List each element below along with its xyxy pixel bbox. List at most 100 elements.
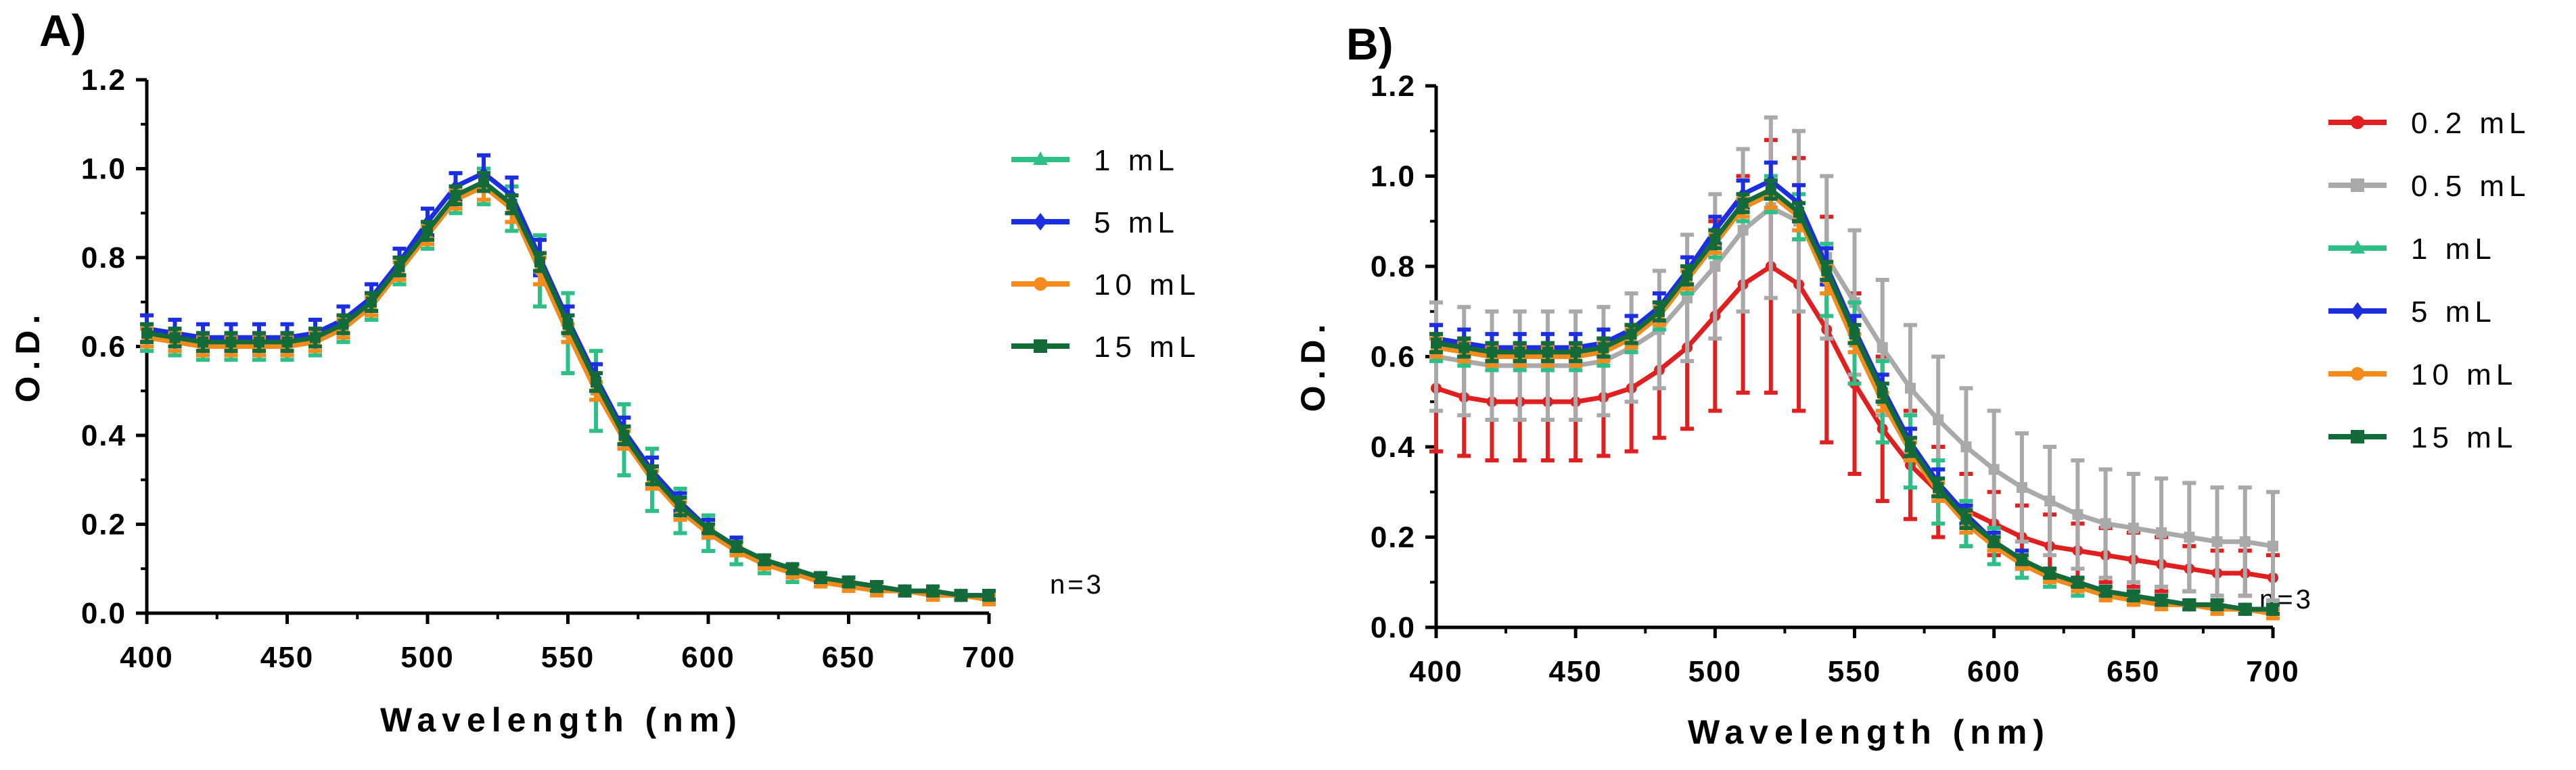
data-point xyxy=(1431,337,1442,349)
y-tick-label: 1.0 xyxy=(81,153,127,186)
legend-b: 0.2 mL 0.5 mL 1 mL 5 mL 10 mL 15 mL xyxy=(2328,107,2531,454)
legend-item-15-ml: 15 mL xyxy=(2328,421,2517,454)
data-point xyxy=(394,261,405,272)
data-point xyxy=(591,377,601,388)
x-tick-label: 700 xyxy=(962,641,1015,674)
y-tick-label: 0.2 xyxy=(81,508,127,542)
data-point xyxy=(562,318,574,330)
data-point xyxy=(703,523,714,535)
y-tick-label: 0.4 xyxy=(81,419,127,452)
legend-marker xyxy=(2351,367,2364,381)
series-5-ml xyxy=(140,153,996,603)
legend-marker xyxy=(2351,178,2364,192)
legend-item-0-5-ml: 0.5 mL xyxy=(2328,170,2531,203)
data-point xyxy=(254,336,264,347)
x-tick-label: 650 xyxy=(822,641,875,674)
data-point xyxy=(1626,329,1637,340)
data-point xyxy=(1960,441,1972,452)
data-point xyxy=(759,554,770,566)
legend-label: 5 mL xyxy=(1094,206,1179,239)
y-tick-label: 0.4 xyxy=(1371,431,1416,464)
data-point xyxy=(927,585,938,597)
data-point xyxy=(281,336,293,347)
data-point xyxy=(2016,482,2027,494)
x-axis-title-b: Wavelength (nm) xyxy=(1688,713,2050,751)
data-point xyxy=(674,501,686,512)
data-point xyxy=(225,336,237,347)
legend-item-1-ml: 1 mL xyxy=(1011,144,1179,177)
series-15-ml xyxy=(140,171,996,602)
data-point xyxy=(955,589,967,601)
legend-item-5-ml: 5 mL xyxy=(2328,295,2491,329)
y-tick-label: 0.8 xyxy=(81,241,127,274)
legend-marker xyxy=(2350,240,2365,254)
panel-label-b: B) xyxy=(1346,19,1394,69)
data-point xyxy=(1793,206,1805,218)
legend-label: 1 mL xyxy=(1094,144,1179,177)
legend-item-15-ml: 15 mL xyxy=(1011,331,1195,364)
legend-label: 10 mL xyxy=(1094,268,1200,302)
data-point xyxy=(1486,346,1498,358)
plot-area-b: 0.0 0.2 0.4 0.6 0.8 1.0 1.2 400 450 500 550 600 650 7… xyxy=(1371,70,2299,688)
data-point xyxy=(1514,346,1525,358)
y-tick-label: 0.8 xyxy=(1371,250,1416,283)
data-point xyxy=(1737,197,1749,209)
data-point xyxy=(2156,527,2167,538)
data-point xyxy=(478,176,489,188)
x-tick-label: 550 xyxy=(1828,655,1881,688)
data-point xyxy=(2239,536,2251,548)
legend-item-10-ml: 10 mL xyxy=(2328,358,2512,391)
data-point xyxy=(422,225,433,237)
data-point xyxy=(310,332,321,343)
y-tick-label: 1.2 xyxy=(1371,70,1416,103)
panel-a: A) O.D. Wavelength (nm) n=3 0.0 0.2 0.4 0.6… xyxy=(9,5,1200,739)
legend-item-10-ml: 10 mL xyxy=(1011,268,1200,302)
panel-label-a: A) xyxy=(39,5,87,55)
data-point xyxy=(2072,577,2084,588)
data-point xyxy=(787,563,798,575)
data-point xyxy=(2211,536,2223,548)
data-point xyxy=(2100,585,2111,597)
y-tick-label: 0.2 xyxy=(1371,521,1416,554)
panel-b: B) O.D. Wavelength (nm) n=3 0.00.20.40.6… xyxy=(1294,19,2531,751)
data-point xyxy=(141,327,152,339)
data-point xyxy=(871,581,882,592)
data-point xyxy=(1653,306,1665,317)
data-point xyxy=(198,336,208,347)
x-tick-label: 400 xyxy=(120,641,173,674)
x-tick-label: 450 xyxy=(1548,655,1602,688)
data-point xyxy=(2184,531,2195,543)
legend-label: 0.5 mL xyxy=(2411,170,2531,203)
x-tick-label: 500 xyxy=(1688,655,1742,688)
data-point xyxy=(2184,599,2195,610)
data-point xyxy=(647,470,658,481)
series-line-15-ml xyxy=(146,179,989,598)
data-point xyxy=(450,189,461,201)
data-point xyxy=(843,576,854,587)
data-point xyxy=(1877,342,1888,354)
data-point xyxy=(2044,496,2056,507)
series-line-5-ml xyxy=(146,170,989,598)
data-point xyxy=(2016,554,2027,565)
data-point xyxy=(1933,414,1944,425)
legend-item-1-ml: 1 mL xyxy=(2328,233,2491,266)
legend-label: 15 mL xyxy=(2411,421,2517,454)
legend-item-0-2-ml: 0.2 mL xyxy=(2328,107,2526,140)
data-point xyxy=(1598,342,1609,354)
data-point xyxy=(2044,567,2056,579)
x-axis-title-a: Wavelength (nm) xyxy=(380,701,743,739)
x-tick-label: 500 xyxy=(400,641,454,674)
data-point xyxy=(1988,464,2000,475)
legend-a: 1 mL 5 mL 10 mL 15 mL xyxy=(1011,144,1200,364)
data-point xyxy=(1709,233,1721,245)
sample-size-note-a: n=3 xyxy=(1050,570,1104,600)
series-15-ml xyxy=(1429,178,2280,616)
data-point xyxy=(2072,509,2084,521)
x-tick-label: 600 xyxy=(681,641,735,674)
data-point xyxy=(1737,224,1749,236)
legend-marker xyxy=(1034,277,1047,291)
data-point xyxy=(1904,383,1916,394)
data-point xyxy=(618,430,630,441)
data-point xyxy=(2268,540,2278,552)
